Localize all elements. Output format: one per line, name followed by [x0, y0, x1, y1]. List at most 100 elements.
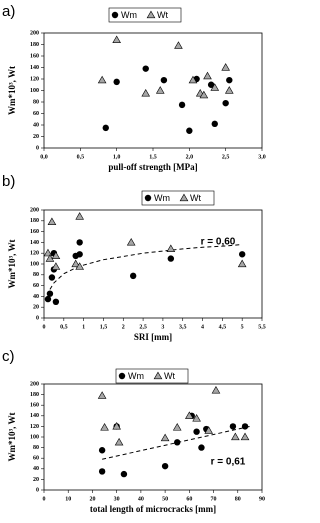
point [160, 433, 170, 442]
x-tick-label: 40 [138, 496, 144, 502]
legend-box [141, 190, 215, 206]
y-tick-label: 160 [30, 229, 39, 235]
y-tick-label: 60 [33, 111, 39, 117]
x-tick-label: 90 [259, 496, 265, 502]
y-tick-label: 40 [33, 122, 39, 128]
point [161, 462, 169, 470]
point [126, 237, 136, 246]
x-tick-label: 0,0 [40, 154, 48, 160]
point [102, 124, 109, 132]
x-tick-label: 3 [161, 324, 164, 330]
panel-label: c) [2, 348, 15, 365]
x-tick-label: 4 [201, 324, 204, 330]
x-tick-label: 3,5 [179, 324, 187, 330]
y-tick-label: 20 [33, 134, 39, 140]
legend-label: Wm [128, 371, 144, 381]
point [75, 262, 84, 270]
point [229, 423, 237, 430]
x-tick-label: 2,0 [186, 154, 194, 160]
point [43, 248, 53, 257]
y-axis-label: Wm*10³, Wt [7, 412, 17, 461]
y-tick-label: 180 [30, 42, 39, 48]
y-tick-label: 20 [33, 305, 39, 311]
legend-label: Wm [154, 193, 170, 203]
point [186, 127, 193, 134]
point [211, 120, 218, 128]
point [141, 88, 151, 97]
plot-frame [43, 383, 263, 491]
x-tick-label: 5,5 [258, 324, 266, 330]
legend-marker [111, 11, 119, 19]
x-axis-label: total length of microcracks [mm] [90, 504, 216, 514]
point [210, 83, 220, 91]
point [98, 447, 106, 454]
point [174, 439, 181, 446]
x-tick-label: 1 [82, 324, 85, 330]
y-tick-label: 100 [30, 434, 39, 440]
y-tick-label: 140 [30, 65, 39, 71]
point [97, 391, 107, 399]
annotation: r = 0,61 [211, 457, 246, 468]
x-tick-label: 0,5 [60, 324, 68, 330]
legend: Wm Wt [115, 368, 189, 384]
legend-marker [153, 371, 163, 380]
point [226, 76, 233, 84]
x-axis-label: pull-off strength [MPa] [108, 162, 197, 172]
point [224, 86, 234, 94]
point [76, 251, 83, 258]
x-tick-label: 10 [65, 496, 71, 502]
point [178, 101, 186, 109]
point [174, 41, 183, 49]
point [100, 423, 109, 431]
point [52, 298, 60, 305]
y-tick-label: 0 [36, 145, 39, 151]
y-tick-label: 0 [36, 315, 39, 321]
x-tick-label: 60 [186, 496, 192, 502]
point [240, 432, 250, 441]
point [221, 63, 230, 71]
legend: Wm Wt [108, 7, 182, 23]
x-tick-label: 50 [162, 496, 168, 502]
legend-marker [144, 194, 152, 202]
y-tick-label: 160 [30, 53, 39, 59]
y-tick-label: 140 [30, 240, 39, 246]
x-tick-label: 0 [43, 496, 46, 502]
point [97, 75, 107, 84]
x-tick-label: 1,5 [149, 154, 157, 160]
legend-box [115, 368, 189, 384]
point [211, 385, 221, 394]
y-axis-label: Wm*10³, Wt [7, 66, 17, 115]
legend-label: Wt [157, 10, 168, 20]
legend-marker [118, 372, 126, 380]
point [112, 35, 121, 44]
y-tick-label: 120 [30, 251, 39, 257]
point [192, 414, 201, 422]
x-tick-label: 70 [211, 496, 217, 502]
y-tick-label: 120 [30, 76, 39, 82]
y-tick-label: 180 [30, 218, 39, 224]
y-tick-label: 40 [33, 294, 39, 300]
y-tick-label: 100 [30, 261, 39, 267]
y-tick-label: 80 [33, 445, 39, 451]
x-tick-label: 2 [122, 324, 125, 330]
x-tick-label: 2,5 [222, 154, 230, 160]
point [237, 259, 247, 268]
point [120, 470, 128, 478]
trend-line [49, 244, 243, 290]
x-tick-label: 20 [89, 496, 95, 502]
point [113, 78, 120, 86]
point [167, 255, 175, 262]
y-tick-label: 120 [30, 424, 39, 430]
y-tick-label: 200 [30, 381, 39, 387]
point [112, 421, 121, 430]
point [98, 468, 106, 475]
panel-label: b) [2, 173, 15, 190]
panel-label: a) [2, 3, 15, 20]
point [114, 437, 124, 446]
y-tick-label: 80 [33, 272, 39, 278]
y-axis-label: Wm*10³, Wt [7, 239, 17, 288]
point [76, 239, 83, 246]
y-tick-label: 60 [33, 283, 39, 289]
y-tick-label: 160 [30, 403, 39, 409]
